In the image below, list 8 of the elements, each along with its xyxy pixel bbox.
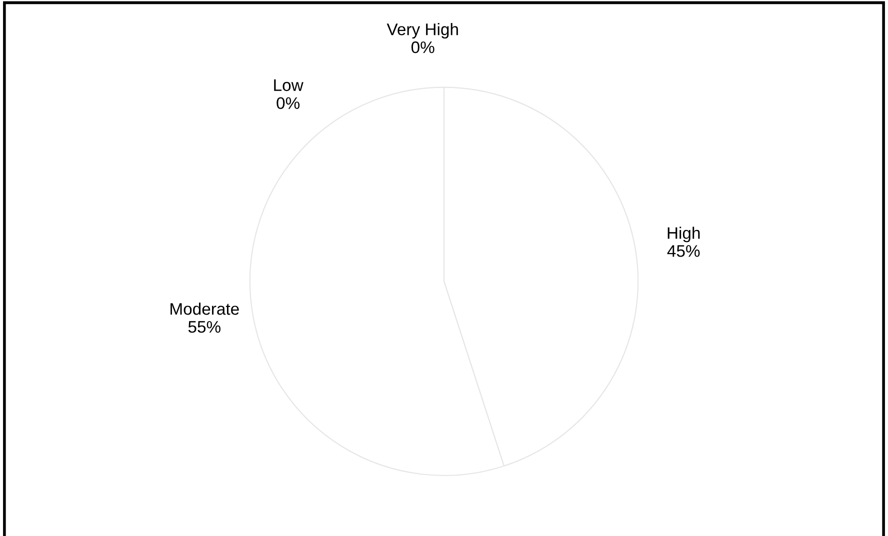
text: 0%	[276, 97, 300, 110]
slice-label: High	[668, 226, 700, 242]
data-label: 45%	[667, 245, 700, 257]
category-label: Very High	[386, 22, 458, 39]
data-label: 55%	[188, 321, 220, 333]
slice-label: Moderate	[170, 302, 239, 315]
text: 0%	[411, 41, 434, 54]
category-label: Low	[274, 79, 304, 92]
